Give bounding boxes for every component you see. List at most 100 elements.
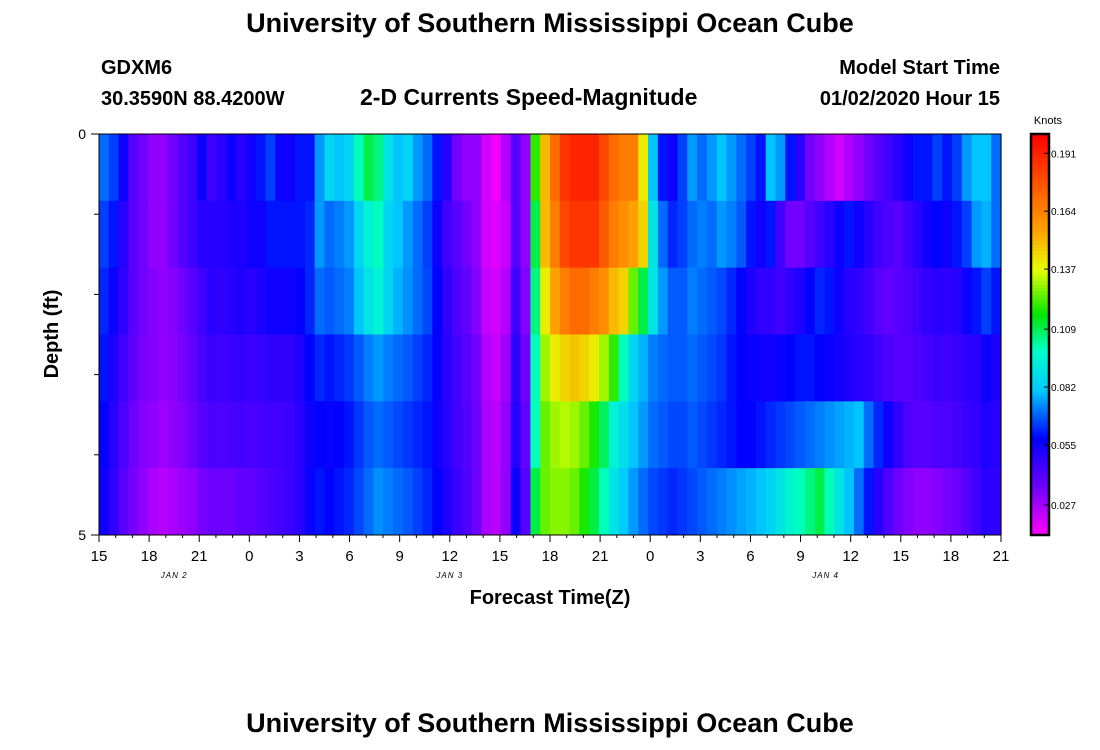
station-location: 30.3590N 88.4200W: [101, 88, 285, 110]
colorbar-step: [1031, 481, 1049, 486]
heatmap-cell: [246, 401, 257, 469]
heatmap-cell: [412, 200, 424, 269]
colorbar-step: [1031, 337, 1049, 342]
heatmap-cell: [589, 468, 600, 536]
heatmap-cell: [275, 134, 286, 202]
heatmap-cell: [540, 267, 551, 335]
heatmap-cell: [951, 200, 963, 269]
heatmap-cell: [471, 401, 482, 469]
heatmap-cell: [853, 134, 865, 202]
heatmap-cell: [550, 134, 561, 202]
colorbar-step: [1031, 220, 1049, 225]
colorbar-step: [1031, 424, 1049, 429]
heatmap-cell: [461, 401, 473, 469]
heatmap-cell: [491, 134, 502, 202]
heatmap-cell: [736, 134, 747, 202]
colorbar-step: [1031, 441, 1049, 446]
heatmap-cell: [951, 401, 963, 469]
heatmap-cell: [255, 200, 267, 269]
heatmap-cell: [412, 134, 424, 202]
heatmap-cell: [912, 267, 924, 335]
heatmap-cell: [883, 200, 894, 269]
heatmap-cell: [481, 134, 492, 202]
heatmap-cell: [785, 401, 796, 469]
heatmap-cell: [599, 468, 610, 536]
heatmap-cell: [569, 134, 581, 202]
heatmap-cell: [373, 200, 384, 269]
colorbar-step: [1031, 287, 1049, 292]
heatmap-cell: [226, 200, 237, 269]
x-tick-label: 21: [993, 548, 1010, 565]
heatmap-cell: [706, 267, 718, 335]
heatmap-cell: [608, 468, 620, 536]
colorbar-tick-label: 0.055: [1051, 441, 1076, 452]
heatmap-cell: [432, 334, 443, 402]
heatmap-cell: [657, 468, 669, 536]
heatmap-cell: [902, 401, 914, 469]
heatmap-cell: [550, 401, 561, 469]
heatmap-cell: [138, 334, 149, 402]
heatmap-cell: [530, 468, 541, 536]
heatmap-cell: [353, 468, 365, 536]
colorbar-step: [1031, 177, 1049, 182]
heatmap-cell: [412, 401, 424, 469]
colorbar-step: [1031, 374, 1049, 379]
heatmap-cell: [383, 334, 394, 402]
heatmap-cell: [863, 200, 875, 269]
heatmap-cell: [304, 401, 316, 469]
heatmap-cell: [314, 334, 326, 402]
heatmap-cell: [932, 468, 943, 536]
colorbar-step: [1031, 150, 1049, 155]
colorbar-step: [1031, 184, 1049, 189]
colorbar-tick-label: 0.109: [1051, 325, 1076, 336]
heatmap-cell: [344, 200, 355, 269]
colorbar-step: [1031, 301, 1049, 306]
heatmap-cell: [314, 401, 326, 469]
heatmap-cell: [206, 334, 218, 402]
heatmap-cell: [991, 134, 1002, 202]
heatmap-cell: [461, 200, 473, 269]
heatmap-cell: [569, 468, 581, 536]
heatmap-cell: [285, 468, 296, 536]
colorbar-step: [1031, 144, 1049, 148]
colorbar-step: [1031, 381, 1049, 386]
colorbar-step: [1031, 468, 1049, 473]
heatmap-cell: [824, 401, 835, 469]
heatmap-cell: [785, 134, 796, 202]
heatmap-cell: [520, 267, 531, 335]
heatmap-cell: [265, 334, 277, 402]
heatmap-cell: [451, 134, 463, 202]
colorbar-label: Knots: [1034, 115, 1063, 127]
heatmap-cell: [677, 468, 688, 536]
heatmap-cell: [667, 200, 679, 269]
colorbar-step: [1031, 277, 1049, 282]
heatmap-cell: [559, 267, 571, 335]
heatmap-cell: [500, 267, 512, 335]
heatmap-cell: [99, 334, 110, 402]
heatmap-cell: [726, 267, 737, 335]
heatmap-cell: [216, 200, 228, 269]
colorbar-step: [1031, 321, 1049, 326]
x-tick-label: 0: [646, 548, 654, 565]
heatmap-cell: [991, 334, 1002, 402]
colorbar-step: [1031, 167, 1049, 172]
heatmap-cell: [589, 401, 600, 469]
colorbar-step: [1031, 471, 1049, 476]
heatmap-cell: [667, 334, 679, 402]
colorbar-step: [1031, 354, 1049, 359]
heatmap-cell: [755, 334, 767, 402]
heatmap-cell: [579, 334, 590, 402]
heatmap-cell: [255, 134, 267, 202]
colorbar-step: [1031, 428, 1049, 433]
heatmap-cell: [775, 134, 786, 202]
colorbar-step: [1031, 214, 1049, 219]
heatmap-cell: [804, 334, 816, 402]
heatmap-cell: [157, 401, 169, 469]
heatmap-cell: [187, 334, 198, 402]
heatmap-cell: [589, 267, 600, 335]
heatmap-cell: [275, 267, 286, 335]
colorbar-step: [1031, 207, 1049, 212]
heatmap-cell: [765, 200, 777, 269]
heatmap-cell: [226, 134, 237, 202]
heatmap-cell: [491, 334, 502, 402]
